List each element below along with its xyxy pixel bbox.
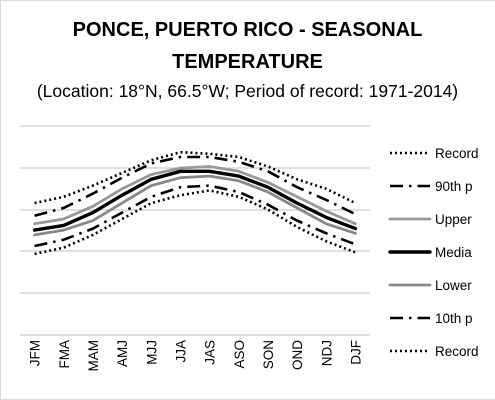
series-line-2 (34, 155, 356, 218)
legend-label: Lower (435, 278, 472, 293)
chart-title-line1: PONCE, PUERTO RICO - SEASONAL (72, 19, 423, 41)
x-tick-label: JFM (28, 340, 43, 366)
chart-subtitle: (Location: 18°N, 66.5°W; Period of recor… (36, 81, 459, 101)
x-tick-label: JAS (203, 340, 218, 365)
x-tick-label: ASO (232, 340, 247, 369)
legend-label: 10th p (435, 311, 473, 326)
legend-label: Record (435, 146, 479, 161)
series-line-4 (32, 169, 358, 232)
series-line-5 (33, 174, 357, 237)
x-tick-label: NDJ (319, 340, 334, 366)
legend-label: Upper (435, 212, 472, 227)
series-line-3 (33, 165, 357, 226)
x-tick-label: OND (290, 340, 305, 370)
x-tick-label: FMA (57, 340, 72, 369)
series-line-6 (34, 184, 356, 248)
x-tick-label: DJF (348, 340, 363, 365)
x-tick-label: SON (261, 340, 276, 369)
series-line-7 (34, 189, 356, 256)
legend-label: 90th p (435, 179, 473, 194)
series-line-1 (34, 150, 356, 205)
legend-label: Media (435, 245, 472, 260)
x-tick-label: JJA (173, 340, 188, 363)
x-tick-label: MAM (86, 340, 101, 372)
legend-label: Record (435, 344, 479, 359)
x-tick-label: AMJ (115, 340, 130, 367)
x-tick-label: MJJ (144, 340, 159, 365)
chart-title-line2: TEMPERATURE (172, 51, 323, 73)
